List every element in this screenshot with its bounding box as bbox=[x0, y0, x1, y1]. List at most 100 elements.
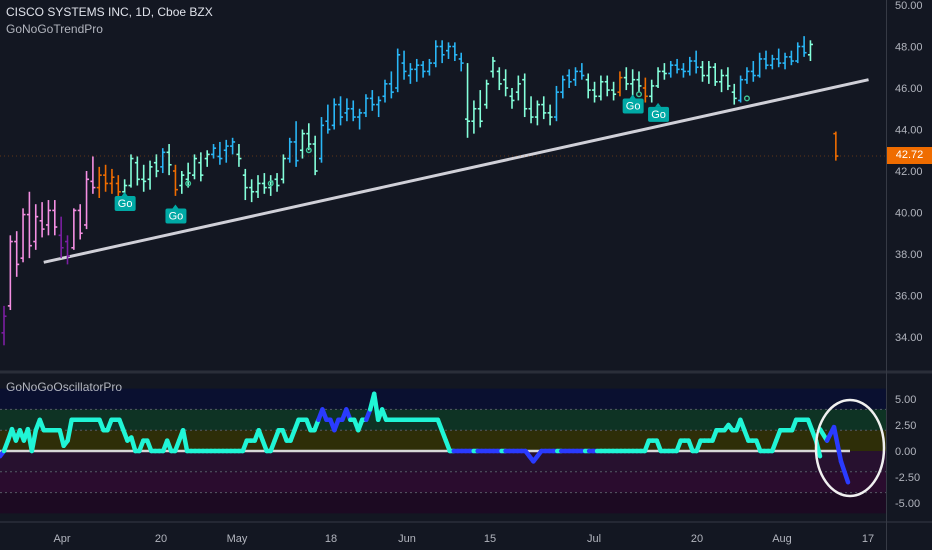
go-label-text: Go bbox=[169, 211, 184, 223]
price-bar bbox=[230, 137, 236, 155]
osc-band-top bbox=[0, 388, 886, 410]
price-bar bbox=[14, 231, 20, 277]
go-label-text: Go bbox=[626, 101, 641, 113]
price-bar bbox=[738, 75, 744, 103]
price-bar bbox=[598, 75, 604, 101]
price-bar bbox=[573, 67, 578, 86]
price-bar bbox=[65, 235, 70, 265]
price-tick-label: 42.00 bbox=[895, 166, 923, 178]
price-bar bbox=[363, 94, 369, 118]
price-tick-label: 40.00 bbox=[895, 208, 923, 220]
price-bar bbox=[680, 63, 686, 78]
price-bar bbox=[553, 85, 559, 122]
signal-dot bbox=[743, 95, 750, 102]
price-bar bbox=[198, 152, 204, 182]
price-bar bbox=[484, 79, 490, 109]
price-bar bbox=[757, 52, 763, 78]
signal-dot bbox=[185, 180, 192, 187]
price-bar bbox=[611, 81, 617, 101]
price-bar bbox=[388, 71, 394, 99]
price-tick-label: 34.00 bbox=[895, 332, 923, 344]
price-bar bbox=[414, 58, 420, 82]
price-bar bbox=[280, 154, 286, 184]
price-bar bbox=[20, 208, 26, 263]
price-bar bbox=[96, 166, 102, 198]
price-bar bbox=[617, 71, 623, 97]
price-bar bbox=[223, 139, 229, 163]
price-bar bbox=[661, 63, 667, 80]
price-bar bbox=[115, 175, 121, 196]
price-bar bbox=[287, 137, 293, 163]
price-bar bbox=[769, 54, 775, 70]
time-tick-label: Apr bbox=[53, 533, 70, 545]
price-bar bbox=[249, 179, 255, 203]
oscillator-title: GoNoGoOscillatorPro bbox=[6, 380, 123, 394]
time-tick-label: May bbox=[227, 533, 248, 545]
price-bar bbox=[515, 75, 521, 101]
price-bar bbox=[141, 164, 147, 192]
osc-band-go bbox=[0, 409, 886, 431]
price-bar bbox=[350, 100, 356, 122]
price-bar bbox=[236, 144, 242, 167]
price-bar bbox=[1, 305, 7, 346]
price-bar bbox=[312, 135, 318, 176]
price-bar bbox=[693, 50, 699, 74]
time-tick-label: 20 bbox=[155, 533, 167, 545]
osc-segment bbox=[65, 417, 74, 443]
price-bar bbox=[306, 123, 312, 151]
price-bar bbox=[604, 75, 610, 97]
osc-tail-segment bbox=[831, 424, 844, 464]
support-trendline bbox=[43, 78, 869, 264]
price-bar bbox=[255, 175, 261, 198]
time-tick-label: 17 bbox=[862, 533, 874, 545]
price-bar bbox=[369, 90, 375, 111]
price-bar bbox=[801, 36, 807, 57]
go-label-pointer bbox=[172, 204, 179, 209]
osc-tick-label: -2.50 bbox=[895, 472, 920, 484]
price-bar bbox=[426, 58, 432, 76]
indicator-name: GoNoGoTrendPro bbox=[6, 22, 103, 36]
price-bar bbox=[407, 63, 413, 84]
price-bar bbox=[166, 144, 172, 176]
price-bar bbox=[134, 156, 140, 186]
price-bar bbox=[585, 73, 591, 99]
price-bar bbox=[503, 69, 509, 97]
price-bar bbox=[541, 96, 547, 120]
price-bar bbox=[712, 63, 718, 86]
price-bar bbox=[763, 50, 769, 70]
price-bar bbox=[477, 90, 483, 128]
price-bar bbox=[71, 208, 77, 250]
price-bar bbox=[261, 173, 267, 194]
price-bar bbox=[382, 79, 388, 103]
price-bar bbox=[731, 83, 737, 105]
price-bar bbox=[649, 79, 655, 103]
price-bar bbox=[395, 48, 401, 93]
price-bar bbox=[719, 69, 725, 93]
price-bar bbox=[706, 61, 712, 84]
osc-segment bbox=[29, 427, 39, 454]
price-tick-label: 48.00 bbox=[895, 42, 923, 54]
price-bar bbox=[744, 67, 750, 84]
price-bar bbox=[630, 69, 636, 97]
go-label: Go bbox=[648, 102, 670, 122]
time-tick-label: 15 bbox=[484, 533, 496, 545]
price-bar bbox=[211, 144, 217, 159]
price-bar bbox=[242, 168, 248, 201]
go-label-pointer bbox=[655, 102, 662, 107]
price-bar bbox=[788, 50, 794, 66]
price-bar bbox=[471, 100, 477, 134]
price-bar bbox=[547, 104, 553, 126]
go-label-box bbox=[165, 208, 187, 224]
time-tick-label: Jun bbox=[398, 533, 416, 545]
price-bar bbox=[592, 81, 598, 103]
price-bar bbox=[338, 96, 344, 126]
price-bar bbox=[147, 160, 153, 190]
price-bar bbox=[655, 67, 661, 88]
osc-segment bbox=[129, 435, 138, 454]
price-bar bbox=[446, 42, 451, 59]
price-bar bbox=[293, 121, 299, 167]
osc-tail-segment bbox=[838, 459, 851, 485]
go-label: Go bbox=[114, 192, 136, 212]
go-label-box bbox=[114, 196, 136, 212]
